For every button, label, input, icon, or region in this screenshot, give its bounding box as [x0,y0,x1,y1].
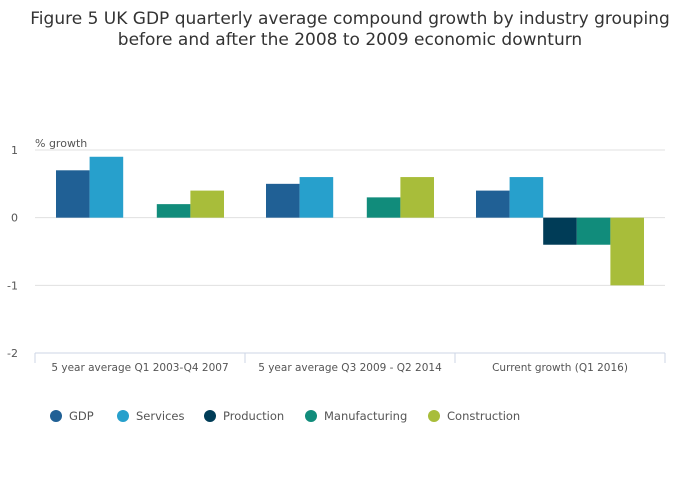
legend-marker-manufacturing [305,410,317,422]
bar-manufacturing-1 [366,197,401,218]
legend-marker-construction [428,410,440,422]
y-ticks: 1 0 -1 -2 [7,144,18,360]
x-category-label: 5 year average Q1 2003-Q4 2007 [51,362,228,374]
bar-services-2 [509,177,544,218]
bars [56,156,644,286]
legend-label-construction: Construction [447,409,520,423]
bar-gdp-1 [266,183,300,218]
legend-marker-production [204,410,216,422]
y-tick-label: 1 [11,144,18,157]
legend: GDP Services Production Manufacturing Constr… [50,409,520,423]
legend-label-gdp: GDP [69,409,94,423]
bar-construction-0 [190,190,224,218]
bar-production-2 [543,217,577,245]
chart-title-line-1: Figure 5 UK GDP quarterly average compou… [30,9,669,29]
x-axis: 5 year average Q1 2003-Q4 2007 5 year ave… [34,352,666,374]
legend-label-production: Production [223,409,284,423]
bar-manufacturing-0 [156,204,191,218]
chart-title-line-2: before and after the 2008 to 2009 econom… [118,30,582,50]
legend-label-manufacturing: Manufacturing [324,409,407,423]
bar-manufacturing-2 [576,217,611,245]
legend-marker-gdp [50,410,62,422]
x-category-label: 5 year average Q3 2009 - Q2 2014 [258,362,442,374]
legend-marker-services [117,410,129,422]
y-tick-label: -1 [7,279,18,292]
legend-label-services: Services [136,409,185,423]
y-tick-label: -2 [7,347,18,360]
bar-gdp-0 [56,170,90,218]
y-axis-label: % growth [35,137,87,150]
x-category-label: Current growth (Q1 2016) [492,362,628,374]
bar-services-1 [299,177,334,218]
y-tick-label: 0 [11,212,18,225]
bar-services-0 [89,156,124,218]
bar-construction-1 [400,177,434,218]
bar-gdp-2 [476,190,510,218]
bar-construction-2 [610,217,644,286]
